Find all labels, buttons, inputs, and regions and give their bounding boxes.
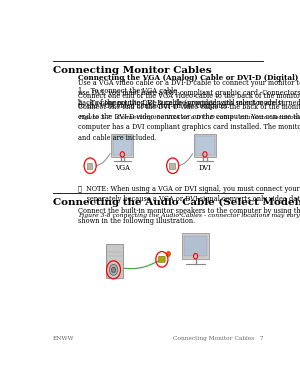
Text: Connect one end of the VGA video cable to the back of the monitor and the other : Connect one end of the VGA video cable t… — [78, 92, 300, 110]
Text: Figure 3-7   Connecting the VGA or a DVI-D cable - connector locations may vary: Figure 3-7 Connecting the VGA or a DVI-D… — [78, 115, 300, 120]
Circle shape — [111, 267, 116, 273]
Text: 2.   To connect the DVI-D cable (provided with select models): 2. To connect the DVI-D cable (provided … — [78, 99, 284, 107]
Text: Connecting Monitor Cables   7: Connecting Monitor Cables 7 — [172, 336, 263, 342]
FancyBboxPatch shape — [169, 163, 175, 169]
Text: Connecting Monitor Cables: Connecting Monitor Cables — [52, 66, 211, 75]
FancyBboxPatch shape — [184, 236, 207, 256]
Text: Use a VGA video cable or a DVI-D cable to connect your monitor to your computer.: Use a VGA video cable or a DVI-D cable t… — [78, 79, 300, 107]
FancyBboxPatch shape — [194, 134, 216, 157]
FancyBboxPatch shape — [113, 137, 132, 155]
Text: ENWW: ENWW — [52, 336, 74, 342]
FancyBboxPatch shape — [111, 134, 134, 157]
Text: Connecting the VGA (Analog) Cable or DVI-D (Digital) Cable: Connecting the VGA (Analog) Cable or DVI… — [78, 74, 300, 82]
FancyBboxPatch shape — [106, 244, 123, 278]
Text: ✓  NOTE: When using a VGA or DVI signal, you must connect your audio
    separat: ✓ NOTE: When using a VGA or DVI signal, … — [78, 186, 300, 203]
Circle shape — [109, 265, 118, 275]
FancyBboxPatch shape — [195, 137, 214, 155]
FancyBboxPatch shape — [182, 233, 209, 259]
Text: VGA: VGA — [115, 164, 130, 172]
Text: DVI: DVI — [199, 164, 211, 172]
Text: Connecting the Audio Cable (Select Models): Connecting the Audio Cable (Select Model… — [52, 198, 300, 207]
Text: Connect one end of the DVI-D video cable to the back of the monitor and the othe: Connect one end of the DVI-D video cable… — [78, 103, 300, 142]
Text: 1.   To connect the VGA cable: 1. To connect the VGA cable — [78, 88, 177, 95]
FancyBboxPatch shape — [159, 256, 165, 262]
Text: Connect the built-in monitor speakers to the computer by using the audio cable a: Connect the built-in monitor speakers to… — [78, 207, 300, 225]
Circle shape — [166, 251, 170, 257]
FancyBboxPatch shape — [87, 163, 92, 169]
Text: Figure 3-8 connecting the Audio Cables - connector locations may vary: Figure 3-8 connecting the Audio Cables -… — [78, 213, 300, 218]
